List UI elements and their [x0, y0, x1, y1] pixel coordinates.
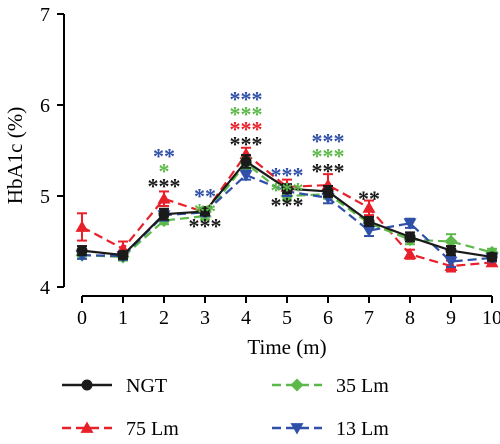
x-tick-label: 8 [405, 307, 415, 329]
series-line [81, 152, 493, 268]
legend-label: 13 Lm [336, 418, 389, 440]
legend: NGT 75 Lm 35 Lm 13 Lm [62, 375, 389, 440]
y-tick-label: 4 [40, 277, 50, 299]
x-tick-label: 0 [77, 307, 87, 329]
x-tick-label: 5 [282, 307, 292, 329]
significance-mark: *** [271, 177, 304, 202]
x-tick-label: 7 [364, 307, 374, 329]
y-axis-title: HbA1c (%) [3, 107, 27, 204]
significance-mark: *** [148, 173, 181, 198]
legend-label: 35 Lm [336, 375, 389, 397]
legend-item: NGT [62, 375, 167, 397]
x-tick-label: 4 [241, 307, 251, 329]
significance-mark: * [159, 158, 170, 183]
data-point [444, 235, 458, 248]
data-point [239, 147, 253, 160]
legend-item: 75 Lm [62, 418, 179, 440]
data-point [239, 170, 253, 182]
legend-marker [290, 423, 304, 435]
series-ngt [76, 154, 498, 263]
significance-mark: *** [230, 86, 263, 111]
significance-mark: *** [312, 129, 345, 154]
data-point [363, 215, 375, 227]
data-point [157, 192, 171, 204]
x-tick-label: 1 [118, 307, 128, 329]
legend-label: NGT [126, 375, 167, 397]
significance-mark: *** [230, 101, 263, 126]
x-axis-title: Time (m) [247, 335, 326, 359]
x-tick-label: 10 [482, 307, 500, 329]
data-point [158, 208, 170, 220]
data-point [322, 185, 334, 197]
x-tick-label: 2 [159, 307, 169, 329]
data-point [403, 247, 417, 260]
legend-marker [80, 421, 94, 433]
data-point [404, 231, 416, 243]
data-point [117, 249, 129, 261]
significance-mark: *** [312, 159, 345, 184]
x-tick-label: 9 [446, 307, 456, 329]
significance-mark: *** [230, 131, 263, 156]
significance-mark: ** [194, 198, 216, 223]
significance-mark: ** [153, 143, 175, 168]
data-point [362, 201, 376, 213]
significance-mark: *** [312, 144, 345, 169]
data-point [76, 245, 88, 257]
significance-mark: ** [358, 186, 380, 211]
data-point [403, 218, 417, 230]
data-point [75, 220, 89, 232]
legend-item: 35 Lm [272, 375, 389, 397]
significance-mark: *** [271, 162, 304, 187]
significance-mark: *** [230, 116, 263, 141]
significance-mark: *** [189, 213, 222, 238]
plot-area [75, 146, 499, 273]
data-point [444, 256, 458, 269]
data-point [362, 225, 376, 238]
significance-mark: *** [271, 192, 304, 217]
legend-marker [290, 378, 304, 392]
data-point [281, 183, 293, 195]
significance-mark: ** [194, 183, 216, 208]
axes: 4 5 6 7 0 1 2 3 4 5 6 7 8 9 10 Time (m) HbA1c (%) [3, 4, 500, 359]
y-tick-label: 5 [40, 186, 50, 208]
data-point [199, 205, 211, 217]
data-point [486, 251, 498, 263]
significance-annotations: ****** **********************************… [148, 86, 381, 238]
data-point [445, 245, 457, 257]
y-tick-label: 7 [40, 4, 50, 26]
x-tick-label: 3 [200, 307, 210, 329]
legend-item: 13 Lm [272, 418, 389, 440]
legend-marker [81, 379, 93, 391]
x-tick-label: 6 [323, 307, 333, 329]
y-tick-label: 6 [40, 95, 50, 117]
legend-label: 75 Lm [126, 418, 179, 440]
data-point [240, 155, 252, 167]
